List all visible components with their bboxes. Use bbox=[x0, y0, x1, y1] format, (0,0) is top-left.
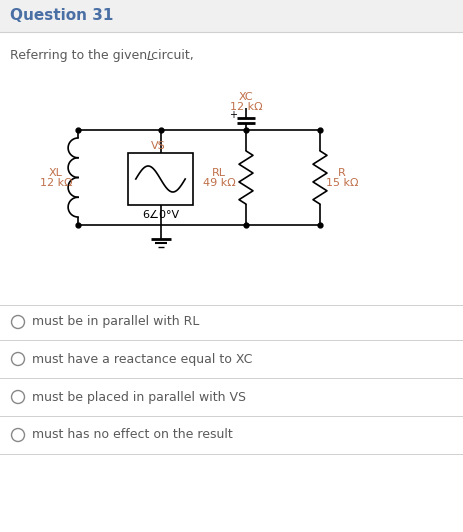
Circle shape bbox=[12, 428, 25, 442]
Circle shape bbox=[12, 315, 25, 328]
Text: must has no effect on the result: must has no effect on the result bbox=[32, 428, 233, 442]
Bar bbox=[128, 153, 193, 205]
Text: Referring to the given circuit,: Referring to the given circuit, bbox=[10, 49, 198, 62]
Text: VS: VS bbox=[151, 141, 166, 151]
Text: 15 kΩ: 15 kΩ bbox=[326, 179, 358, 188]
Text: 12 kΩ: 12 kΩ bbox=[230, 102, 263, 112]
Text: must have a reactance equal to XC: must have a reactance equal to XC bbox=[32, 353, 252, 365]
Text: must be placed in parallel with VS: must be placed in parallel with VS bbox=[32, 390, 246, 403]
Bar bbox=[0, 0, 463, 32]
Text: R: R bbox=[338, 168, 346, 178]
Text: XC: XC bbox=[239, 92, 253, 102]
Circle shape bbox=[12, 390, 25, 403]
Text: must be in parallel with RL: must be in parallel with RL bbox=[32, 315, 200, 328]
Text: RL: RL bbox=[212, 168, 226, 178]
Text: Question 31: Question 31 bbox=[10, 9, 113, 23]
Circle shape bbox=[12, 353, 25, 365]
Text: 6∠0°V: 6∠0°V bbox=[142, 210, 179, 220]
Text: 49 kΩ: 49 kΩ bbox=[203, 179, 235, 188]
Text: XL: XL bbox=[49, 168, 63, 178]
Text: +: + bbox=[229, 111, 237, 121]
Text: L: L bbox=[147, 49, 154, 62]
Text: 12 kΩ: 12 kΩ bbox=[40, 179, 72, 188]
